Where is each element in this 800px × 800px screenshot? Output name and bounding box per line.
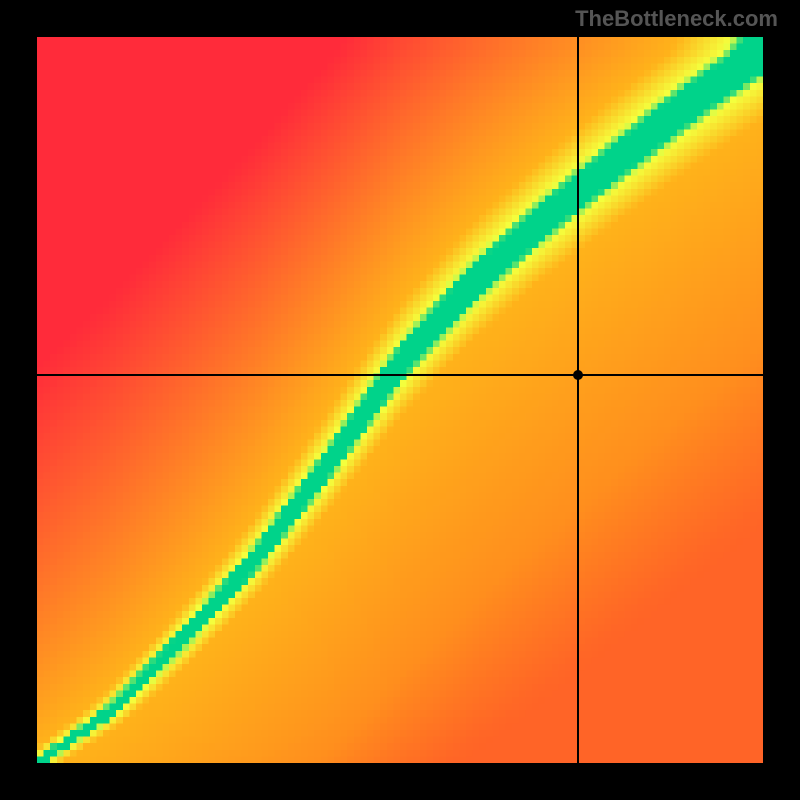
heatmap-canvas [37, 37, 763, 763]
heatmap-plot [37, 37, 763, 763]
watermark-text: TheBottleneck.com [575, 6, 778, 32]
crosshair-marker-dot [573, 370, 583, 380]
